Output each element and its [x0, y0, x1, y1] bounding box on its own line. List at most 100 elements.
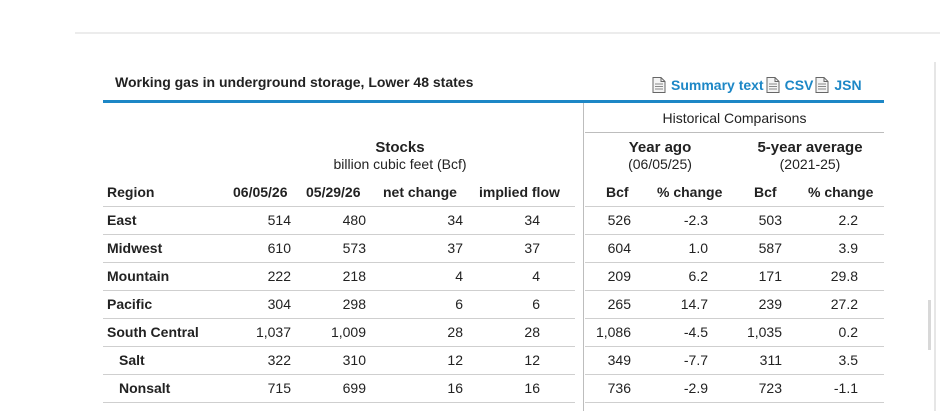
table-cell: 3.5 [838, 352, 858, 368]
table-cell: 1,009 [330, 324, 366, 340]
col-header-net-change: net change [383, 184, 457, 200]
table-cell: 1,035 [746, 324, 782, 340]
title-underline [103, 100, 884, 103]
jsn-label: JSN [834, 77, 862, 93]
table-cell: 28 [524, 324, 540, 340]
table-cell: 514 [267, 212, 291, 228]
table-cell: -1.1 [833, 380, 858, 396]
row-divider [585, 346, 884, 347]
table-cell: 218 [342, 268, 366, 284]
year-ago-subtitle: (06/05/25) [628, 156, 692, 172]
row-divider [585, 262, 884, 263]
five-year-subtitle: (2021-25) [779, 156, 841, 172]
table-cell: 29.8 [830, 268, 858, 284]
table-row-region: Midwest [107, 240, 163, 256]
csv-link[interactable]: CSV [764, 77, 814, 93]
row-divider [103, 346, 575, 347]
table-cell: 587 [758, 240, 782, 256]
col-header-year-ago-bcf: Bcf [606, 184, 629, 200]
column-divider [583, 103, 584, 411]
col-header-current-week: 06/05/26 [233, 184, 288, 200]
table-cell: 310 [342, 352, 366, 368]
table-cell: 604 [607, 240, 631, 256]
table-cell: 1.0 [688, 240, 708, 256]
document-icon [652, 77, 666, 93]
scrollbar-thumb[interactable] [928, 300, 931, 350]
table-cell: 349 [607, 352, 631, 368]
table-cell: 304 [267, 296, 291, 312]
jsn-link[interactable]: JSN [813, 77, 862, 93]
summary-text-label: Summary text [671, 77, 764, 93]
col-header-region: Region [107, 184, 155, 200]
table-cell: 6.2 [688, 268, 708, 284]
row-divider [585, 206, 884, 207]
table-cell: 12 [447, 352, 463, 368]
table-cell: 239 [758, 296, 782, 312]
table-cell: 16 [447, 380, 463, 396]
col-header-five-year-pct: % change [808, 184, 874, 200]
five-year-title: 5-year average [757, 139, 863, 156]
stocks-group-header: Stocks billion cubic feet (Bcf) [300, 139, 500, 173]
row-divider [585, 374, 884, 375]
row-divider [585, 234, 884, 235]
table-row-region: East [107, 212, 137, 228]
table-cell: 27.2 [830, 296, 858, 312]
table-cell: 3.9 [838, 240, 858, 256]
table-cell: 222 [267, 268, 291, 284]
table-cell: 28 [447, 324, 463, 340]
document-icon [766, 77, 780, 93]
table-cell: 1,037 [255, 324, 291, 340]
col-header-prior-week: 05/29/26 [306, 184, 361, 200]
table-row-region: Nonsalt [119, 380, 171, 396]
row-divider [103, 290, 575, 291]
top-divider [75, 32, 940, 34]
row-divider [585, 290, 884, 291]
table-cell: 34 [524, 212, 540, 228]
row-divider [103, 374, 575, 375]
download-links: Summary text CSV JSN [652, 76, 862, 94]
table-cell: 6 [455, 296, 463, 312]
table-cell: 736 [607, 380, 631, 396]
table-cell: 715 [267, 380, 291, 396]
table-cell: 6 [532, 296, 540, 312]
table-cell: 723 [758, 380, 782, 396]
col-header-implied-flow: implied flow [479, 184, 560, 200]
table-cell: 610 [267, 240, 291, 256]
table-cell: 4 [532, 268, 540, 284]
col-header-year-ago-pct: % change [657, 184, 723, 200]
table-row-region: Pacific [107, 296, 153, 312]
col-header-five-year-bcf: Bcf [754, 184, 777, 200]
row-divider [103, 234, 575, 235]
table-cell: -7.7 [683, 352, 708, 368]
document-icon [815, 77, 829, 93]
year-ago-title: Year ago [628, 139, 692, 156]
historical-comparisons-header: Historical Comparisons [662, 109, 807, 126]
table-title: Working gas in underground storage, Lowe… [115, 74, 474, 90]
row-divider [585, 402, 884, 403]
table-cell: 209 [607, 268, 631, 284]
table-cell: 298 [342, 296, 366, 312]
table-cell: 699 [342, 380, 366, 396]
historical-divider [585, 132, 884, 133]
year-ago-group-header: Year ago (06/05/25) [600, 139, 720, 173]
table-row-region: South Central [107, 324, 199, 340]
row-divider [103, 402, 575, 403]
stocks-title: Stocks [375, 139, 425, 156]
table-cell: 171 [758, 268, 782, 284]
stocks-subtitle: billion cubic feet (Bcf) [333, 156, 467, 172]
table-cell: 14.7 [680, 296, 708, 312]
table-cell: 37 [447, 240, 463, 256]
table-row-region: Mountain [107, 268, 170, 284]
table-cell: 573 [342, 240, 366, 256]
summary-text-link[interactable]: Summary text [652, 77, 764, 93]
table-cell: 16 [524, 380, 540, 396]
table-cell: -2.3 [683, 212, 708, 228]
table-cell: 503 [758, 212, 782, 228]
scrollbar-track[interactable] [934, 62, 936, 411]
table-cell: 4 [455, 268, 463, 284]
table-cell: 526 [607, 212, 631, 228]
table-row-region: Salt [119, 352, 145, 368]
table-cell: 322 [267, 352, 291, 368]
table-cell: 2.2 [838, 212, 858, 228]
csv-label: CSV [784, 77, 814, 93]
